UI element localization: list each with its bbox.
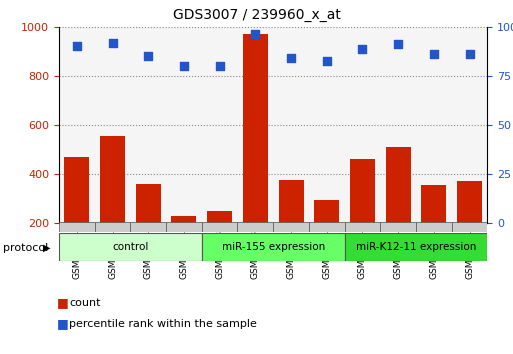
Bar <box>171 216 196 272</box>
Bar <box>95 222 130 232</box>
Point <box>465 51 473 56</box>
Text: miR-155 expression: miR-155 expression <box>222 242 325 252</box>
Point <box>215 63 224 69</box>
Bar <box>451 222 487 232</box>
Point <box>108 40 116 45</box>
Bar <box>64 157 89 272</box>
Bar <box>166 222 202 232</box>
Text: percentile rank within the sample: percentile rank within the sample <box>69 319 257 329</box>
Bar <box>421 185 446 272</box>
Point <box>287 56 295 61</box>
Bar <box>202 222 238 232</box>
Bar <box>380 222 416 232</box>
Bar <box>243 34 268 272</box>
Text: ■: ■ <box>56 296 68 309</box>
Bar <box>130 222 166 232</box>
Bar <box>273 222 309 232</box>
Text: protocol: protocol <box>3 243 48 253</box>
Bar <box>238 222 273 232</box>
Bar <box>136 184 161 272</box>
Point <box>144 53 152 59</box>
Bar <box>309 222 345 232</box>
Text: ■: ■ <box>56 318 68 330</box>
Point <box>180 63 188 69</box>
Bar <box>279 180 304 272</box>
Point <box>73 44 81 49</box>
Text: control: control <box>112 242 149 252</box>
Bar <box>59 222 95 232</box>
Bar <box>59 233 202 261</box>
Bar <box>416 222 451 232</box>
Bar <box>345 222 380 232</box>
Bar <box>350 159 375 272</box>
Text: miR-K12-11 expression: miR-K12-11 expression <box>356 242 476 252</box>
Bar <box>386 147 410 272</box>
Point <box>323 58 331 64</box>
Text: GDS3007 / 239960_x_at: GDS3007 / 239960_x_at <box>172 8 341 22</box>
Point <box>251 31 260 37</box>
Bar <box>345 233 487 261</box>
Bar <box>100 136 125 272</box>
Bar <box>202 233 345 261</box>
Point <box>430 51 438 56</box>
Point <box>358 46 366 51</box>
Point <box>394 41 402 47</box>
Bar <box>207 211 232 272</box>
Text: ▶: ▶ <box>43 243 50 253</box>
Bar <box>314 200 339 272</box>
Text: count: count <box>69 298 101 308</box>
Bar <box>457 181 482 272</box>
